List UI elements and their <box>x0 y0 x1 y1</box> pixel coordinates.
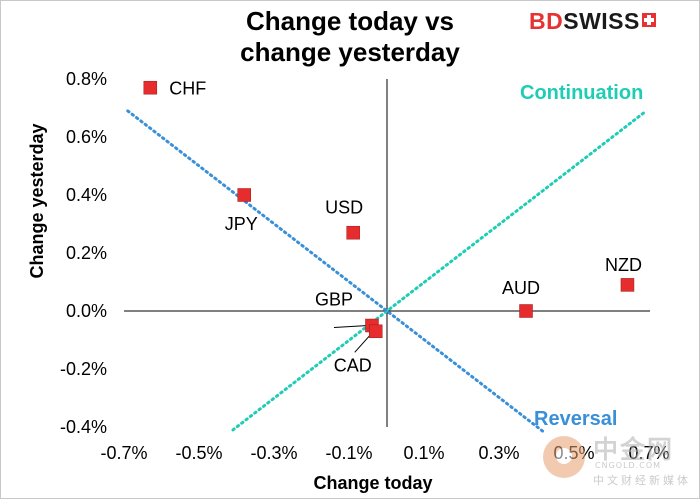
cad-leader-line <box>354 332 373 353</box>
cad-point-label: CAD <box>334 355 372 375</box>
chf-point <box>143 80 158 95</box>
chart-title: Change today vs change yesterday <box>170 6 530 68</box>
continuation-label: Continuation <box>520 82 643 104</box>
aud-point <box>519 304 533 318</box>
x-tick-label: -0.3% <box>250 443 297 463</box>
y-tick-label: 0.6% <box>66 127 107 147</box>
chart-title-line-1: Change today vs <box>245 6 455 36</box>
chart-axes <box>124 79 650 427</box>
cad-point <box>368 324 383 339</box>
nzd-point <box>620 278 635 292</box>
x-tick-label: 0.1% <box>403 443 444 463</box>
cngold-emblem-icon <box>543 436 585 478</box>
nzd-point-label: NZD <box>605 255 642 275</box>
jpy-point-label: JPY <box>225 214 258 234</box>
watermark-domain-text: CNGOLD.COM <box>595 461 662 470</box>
x-tick-label: -0.1% <box>325 443 372 463</box>
chf-point-label: CHF <box>169 79 206 99</box>
reference-lines: Continuation Reversal <box>126 82 648 435</box>
y-tick-label: 0.4% <box>66 185 107 205</box>
logo-bd-text: BD <box>529 8 564 34</box>
watermark-chinese-text: 中金网 <box>593 435 675 464</box>
y-tick-label: -0.4% <box>60 417 107 437</box>
reversal-line <box>126 109 547 435</box>
aud-point-label: AUD <box>502 278 540 298</box>
x-axis-title: Change today <box>313 473 432 493</box>
watermark-subtitle-text: 中文财经新媒体 <box>593 474 691 487</box>
y-tick-label: -0.2% <box>60 359 107 379</box>
x-tick-label: 0.7% <box>628 443 669 463</box>
cngold-watermark: 中金网 CNGOLD.COM 中文财经新媒体 <box>543 430 693 492</box>
usd-point-label: USD <box>325 198 363 218</box>
reversal-label: Reversal <box>534 408 617 430</box>
logo-swiss-text: SWISS <box>563 8 640 34</box>
y-axis-title: Change yesterday <box>27 123 47 278</box>
y-tick-label: 0.8% <box>66 69 107 89</box>
x-tick-label: 0.3% <box>478 443 519 463</box>
data-points: CHF JPY USD GBP CAD AUD NZD <box>143 79 642 375</box>
gbp-leader-line <box>333 325 369 328</box>
jpy-point <box>237 188 251 202</box>
y-tick-label: 0.0% <box>66 301 107 321</box>
x-tick-label: -0.5% <box>175 443 222 463</box>
chart-title-line-2: change yesterday <box>240 37 460 67</box>
y-tick-label: 0.2% <box>66 243 107 263</box>
gbp-point-label: GBP <box>315 290 353 310</box>
bdswiss-logo: BDSWISS <box>529 8 656 34</box>
tick-labels: -0.7%-0.5%-0.3%-0.1%0.1%0.3%0.5%0.7%0.8%… <box>60 69 670 463</box>
x-tick-label: -0.7% <box>100 443 147 463</box>
usd-point <box>346 225 360 240</box>
continuation-line <box>231 109 648 432</box>
swiss-cross-icon <box>641 13 656 27</box>
